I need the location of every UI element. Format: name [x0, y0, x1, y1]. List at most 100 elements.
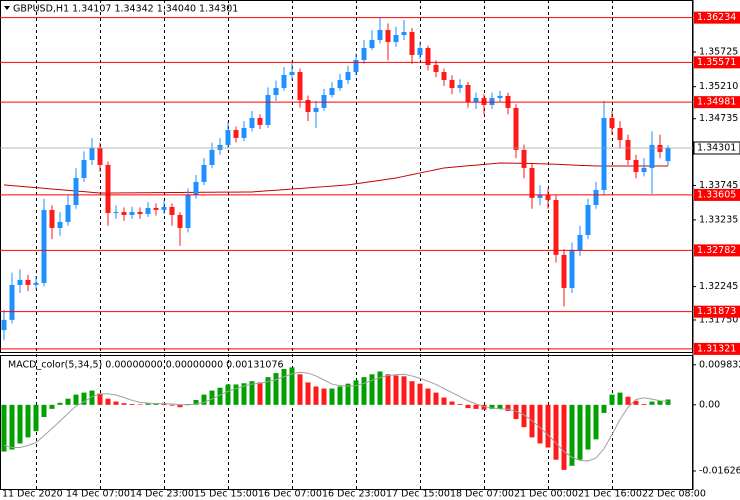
macd-bar	[457, 403, 463, 405]
candle-body	[601, 117, 607, 190]
candle-body	[553, 199, 559, 255]
x-tick-label: 21 Dec 16:00	[578, 489, 642, 500]
candle-body	[145, 207, 151, 214]
candle-body	[137, 211, 143, 214]
candle-body	[177, 214, 183, 228]
candle-body	[529, 167, 535, 198]
candle-body	[369, 39, 375, 49]
macd-bar	[145, 403, 151, 405]
level-label-bg	[694, 11, 740, 24]
candle-body	[465, 84, 471, 102]
candle-body	[569, 249, 575, 288]
candle-body	[9, 284, 15, 320]
y-tick-label: 1.33745	[699, 180, 738, 191]
level-label-bg	[694, 188, 740, 201]
candle-body	[73, 177, 79, 205]
candle-body	[401, 31, 407, 35]
macd-bar	[665, 399, 671, 405]
level-label: 1.32782	[697, 245, 736, 256]
x-tick-label: 16 Dec 23:00	[322, 489, 386, 500]
last-price-bg	[693, 141, 740, 155]
candle-body	[417, 48, 423, 55]
level-label: 1.33605	[697, 189, 736, 200]
macd-bar	[345, 383, 351, 405]
macd-bar	[49, 404, 55, 409]
macd-bar	[513, 404, 519, 420]
candle-body	[241, 127, 247, 138]
level-label: 1.31873	[697, 306, 736, 317]
macd-bar	[209, 390, 215, 405]
macd-bar	[129, 403, 135, 405]
macd-bar	[265, 377, 271, 405]
candle-body	[441, 72, 447, 80]
candle-body	[257, 117, 263, 125]
level-label: 1.36234	[697, 12, 736, 23]
candle-body	[585, 204, 591, 235]
candle-body	[289, 72, 295, 75]
macd-bar	[433, 392, 439, 405]
candle-body	[665, 147, 671, 162]
level-label-bg	[694, 305, 740, 318]
candle-body	[217, 144, 223, 150]
candle-body	[337, 79, 343, 88]
candle-body	[89, 147, 95, 160]
macd-bar	[161, 403, 167, 405]
candle-body	[1, 319, 7, 331]
y-tick-label: 1.31750	[699, 314, 738, 325]
candle-body	[97, 147, 103, 165]
candle-body	[153, 207, 159, 210]
macd-bar	[289, 367, 295, 405]
candle-body	[185, 194, 191, 228]
macd-bar	[121, 403, 127, 405]
macd-bar	[417, 383, 423, 405]
candle-body	[193, 181, 199, 195]
macd-bar	[561, 404, 567, 470]
macd-bar	[481, 404, 487, 410]
macd-bar	[89, 390, 95, 405]
macd-bar	[337, 386, 343, 405]
candle-body	[41, 209, 47, 283]
candle-body	[161, 206, 167, 210]
macd-bar	[241, 383, 247, 405]
candle-body	[521, 149, 527, 168]
level-label: 1.31321	[697, 343, 736, 354]
y-tick-label: 1.33235	[699, 214, 738, 225]
macd-bar	[625, 396, 631, 405]
macd-bar	[25, 404, 31, 438]
macd-bar	[505, 404, 511, 411]
collapse-icon	[4, 6, 10, 10]
x-tick-label: 21 Dec 00:00	[514, 489, 578, 500]
candle-body	[593, 189, 599, 205]
candle-body	[433, 64, 439, 73]
macd-bar	[249, 381, 255, 405]
x-tick-label: 22 Dec 08:00	[642, 489, 706, 500]
candle-body	[385, 30, 391, 43]
y-tick-label: -0.016263	[699, 465, 740, 476]
candle-body	[609, 117, 615, 128]
candle-body	[65, 204, 71, 222]
macd-bar	[257, 382, 263, 405]
candle-body	[265, 94, 271, 125]
macd-bar	[545, 404, 551, 448]
candle-body	[537, 194, 543, 198]
candle-body	[345, 72, 351, 80]
macd-bar	[73, 394, 79, 405]
macd-bar	[321, 388, 327, 405]
candle-body	[329, 87, 335, 95]
macd-bar	[17, 404, 23, 444]
candle-body	[513, 107, 519, 150]
level-label-bg	[694, 244, 740, 257]
candle-body	[249, 117, 255, 128]
candle-body	[489, 97, 495, 105]
candle-body	[393, 34, 399, 43]
macd-bar	[1, 404, 7, 452]
macd-bar	[217, 387, 223, 405]
candle-body	[281, 74, 287, 88]
candle-body	[297, 72, 303, 100]
y-tick-label: 1.35725	[699, 46, 738, 57]
macd-bar	[409, 381, 415, 405]
candle-body	[409, 31, 415, 55]
macd-bar	[233, 384, 239, 405]
x-tick-label: 17 Dec 15:00	[386, 489, 450, 500]
